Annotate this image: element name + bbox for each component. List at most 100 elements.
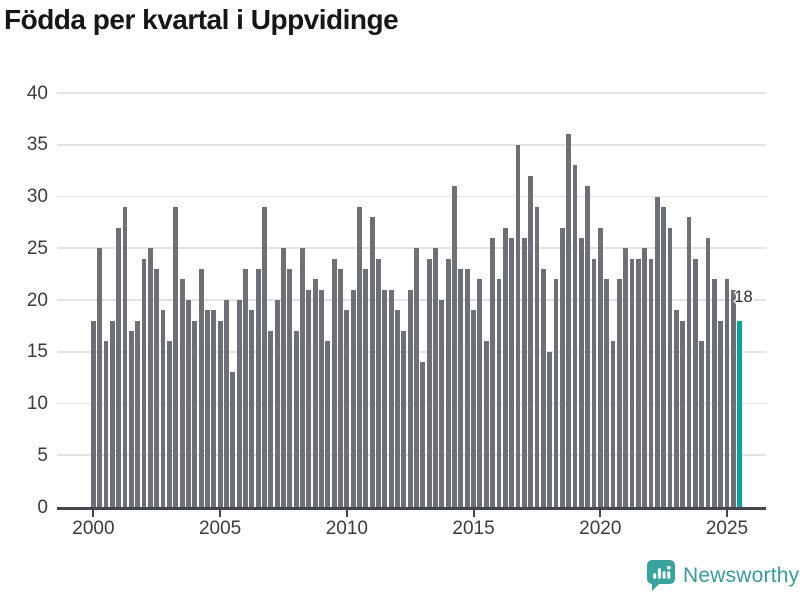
bar-2010-Q1 xyxy=(344,310,350,507)
bar-2022-Q3 xyxy=(661,206,667,507)
bar-2021-Q1 xyxy=(623,248,629,507)
x-axis-tick-2010 xyxy=(345,509,348,517)
y-axis-tick-label: 25 xyxy=(26,237,48,259)
bar-2014-Q4 xyxy=(464,268,470,507)
bar-2016-Q1 xyxy=(496,279,502,507)
bar-2015-Q4 xyxy=(490,237,495,507)
bar-2023-Q4 xyxy=(692,258,698,507)
bar-2000-Q2 xyxy=(97,248,103,507)
bar-2007-Q4 xyxy=(287,268,293,507)
bar-2024-Q1 xyxy=(699,341,705,507)
gridline-y-30 xyxy=(57,195,766,198)
bar-2004-Q1 xyxy=(192,320,198,507)
gridline-y-25 xyxy=(57,247,766,250)
x-axis-tick-label: 2005 xyxy=(198,518,242,539)
bar-2014-Q3 xyxy=(458,268,464,507)
y-axis-tick-label: 15 xyxy=(26,341,48,363)
newsworthy-logo-text: Newsworthy xyxy=(683,563,800,587)
y-axis-tick-label: 10 xyxy=(26,393,48,414)
x-axis-tick-2025 xyxy=(726,509,728,517)
bar-2019-Q2 xyxy=(578,237,584,507)
bar-2015-Q1 xyxy=(471,310,476,507)
x-axis-tick-2000 xyxy=(92,509,95,517)
bar-2022-Q4 xyxy=(667,227,673,507)
bar-2004-Q3 xyxy=(205,310,210,507)
x-axis-tick-label: 2015 xyxy=(452,518,495,539)
bar-2024-Q3 xyxy=(711,279,717,507)
bar-2007-Q3 xyxy=(281,248,286,507)
bar-2020-Q2 xyxy=(604,279,609,507)
bar-2020-Q3 xyxy=(610,341,616,507)
bar-2001-Q2 xyxy=(122,206,128,507)
bar-2003-Q3 xyxy=(179,279,185,507)
bar-2021-Q4 xyxy=(642,248,648,507)
bar-2017-Q3 xyxy=(534,206,540,507)
bar-2002-Q3 xyxy=(154,268,160,507)
y-axis-tick-label: 30 xyxy=(26,186,48,207)
bar-2008-Q2 xyxy=(300,248,305,507)
bar-2008-Q3 xyxy=(306,289,312,507)
bar-2000-Q1 xyxy=(91,320,96,507)
bar-2024-Q2 xyxy=(705,237,711,507)
bar-2020-Q4 xyxy=(616,279,622,507)
bar-2019-Q4 xyxy=(591,258,597,507)
bar-2000-Q4 xyxy=(110,320,115,507)
bar-2023-Q2 xyxy=(680,320,686,507)
bar-2005-Q4 xyxy=(236,300,242,507)
bar-2005-Q3 xyxy=(230,372,236,507)
bar-2011-Q2 xyxy=(376,258,381,507)
bar-2022-Q1 xyxy=(648,258,654,507)
bar-2012-Q4 xyxy=(414,248,419,507)
bar-2012-Q1 xyxy=(395,310,400,507)
x-axis-tick-2005 xyxy=(219,509,222,517)
y-axis-tick-label: 0 xyxy=(37,496,48,518)
x-axis-tick-label: 2000 xyxy=(72,518,115,539)
x-axis-tick-label: 2020 xyxy=(579,518,622,539)
bar-2003-Q4 xyxy=(186,300,191,507)
bar-2007-Q1 xyxy=(268,331,274,507)
bar-2019-Q3 xyxy=(585,186,590,507)
bar-2005-Q1 xyxy=(217,320,223,507)
bar-2024-Q4 xyxy=(718,320,724,507)
bar-2018-Q1 xyxy=(547,351,552,507)
bar-2001-Q1 xyxy=(116,227,122,507)
y-axis-tick-label: 40 xyxy=(26,82,48,104)
gridline-y-40 xyxy=(57,92,766,94)
bar-2003-Q2 xyxy=(173,206,179,507)
bar-2004-Q4 xyxy=(211,310,217,507)
bar-2013-Q1 xyxy=(420,362,426,507)
bar-2013-Q4 xyxy=(439,300,445,507)
bar-2010-Q4 xyxy=(363,268,369,507)
bar-2011-Q4 xyxy=(388,289,394,507)
bar-2016-Q4 xyxy=(515,144,521,507)
bar-2009-Q2 xyxy=(325,341,331,507)
bar-2017-Q2 xyxy=(528,175,533,507)
bar-2012-Q2 xyxy=(401,331,407,507)
bar-2002-Q4 xyxy=(160,310,166,507)
x-axis-tick-label: 2025 xyxy=(705,518,749,539)
bar-2000-Q3 xyxy=(103,341,109,507)
bar-2001-Q4 xyxy=(135,320,141,507)
bar-2020-Q1 xyxy=(597,227,603,507)
newsworthy-logo: Newsworthy xyxy=(647,560,799,591)
bar-2025-Q3 xyxy=(737,320,743,507)
bar-2014-Q2 xyxy=(452,186,457,507)
bar-2018-Q3 xyxy=(559,227,565,507)
bar-2009-Q1 xyxy=(319,289,324,507)
bar-2002-Q2 xyxy=(148,248,153,507)
bar-2017-Q4 xyxy=(540,268,546,507)
bar-2001-Q3 xyxy=(129,331,134,507)
bar-2015-Q2 xyxy=(477,279,483,507)
bar-2011-Q1 xyxy=(369,217,375,507)
bar-2011-Q3 xyxy=(382,289,388,507)
last-bar-value-label: 18 xyxy=(734,287,753,306)
bar-2006-Q3 xyxy=(255,268,261,507)
gridline-y-35 xyxy=(57,143,766,146)
bar-2007-Q2 xyxy=(274,300,280,507)
bar-2013-Q3 xyxy=(433,248,438,507)
bar-2004-Q2 xyxy=(198,268,204,507)
bar-2006-Q2 xyxy=(249,310,255,507)
bar-2002-Q1 xyxy=(141,258,147,507)
